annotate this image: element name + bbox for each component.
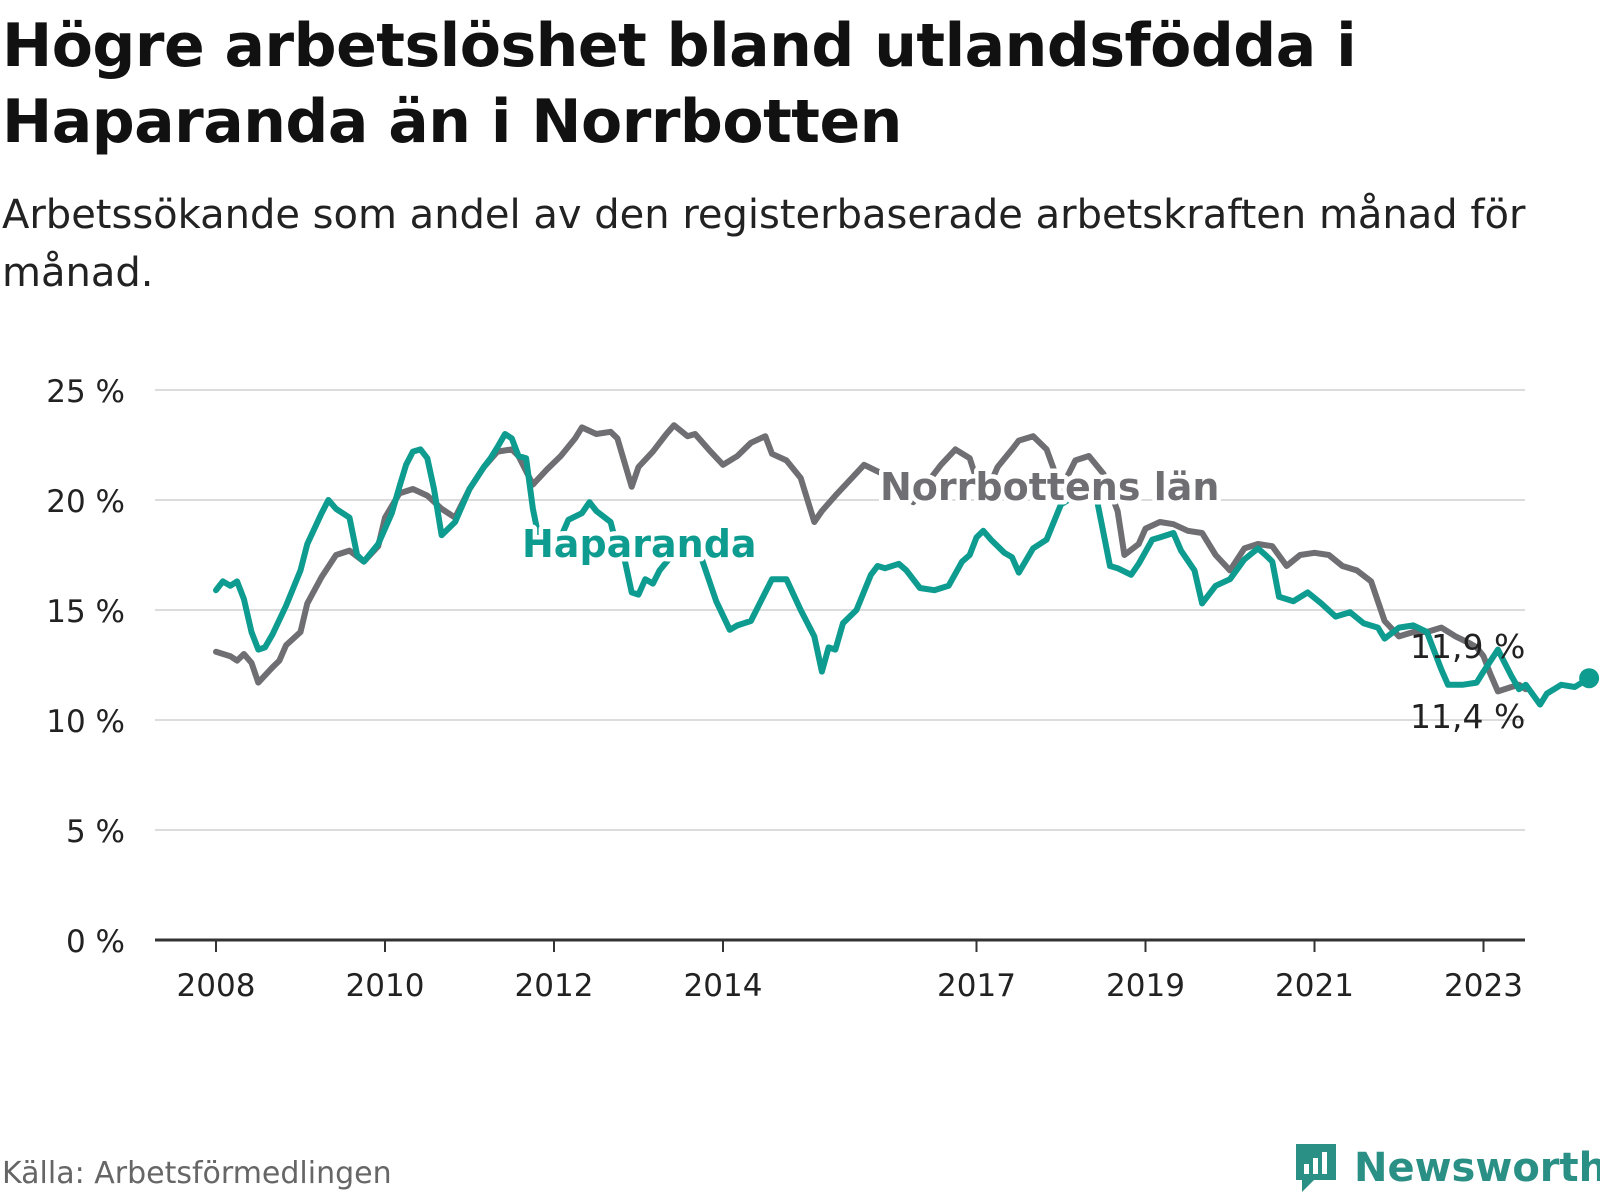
x-tick-label: 2017 (937, 968, 1016, 1004)
y-tick-label: 0 % (66, 924, 125, 960)
x-tick-label: 2019 (1106, 968, 1185, 1004)
end-label-haparanda: 11,9 % (1410, 627, 1525, 666)
y-tick-label: 15 % (46, 594, 125, 630)
y-tick-label: 25 % (46, 374, 125, 410)
line-chart: 0 %5 %10 %15 %20 %25 % 2008 2010 2012 2014 2… (46, 374, 1600, 1004)
newsworthy-logo-icon (1296, 1144, 1336, 1192)
series-labels: Norrbottens län Haparanda 11,9 % 11,4 % (518, 461, 1526, 737)
end-label-norrbottens-lan: 11,4 % (1410, 697, 1525, 736)
brand-name: Newsworthy (1354, 1145, 1600, 1191)
gridlines (155, 389, 1525, 831)
y-axis-ticks: 0 % 5 % 10 % 15 % 20 % 25 % (46, 374, 125, 960)
brand-logo: Newsworthy (1292, 1140, 1600, 1196)
y-tick-label: 10 % (46, 704, 125, 740)
x-tick-label: 2008 (177, 968, 256, 1004)
x-tick-label: 2023 (1444, 968, 1523, 1004)
x-axis-ticks: 2008 2010 2012 2014 2017 2019 2021 2023 (155, 938, 1525, 1004)
chart-subtitle: Arbetssökande som andel av den registerb… (2, 192, 1526, 296)
series-line-norrbottens-lan (213, 422, 1529, 695)
series-label-haparanda: Haparanda (522, 522, 757, 566)
x-tick-label: 2014 (684, 968, 763, 1004)
chart-title: Högre arbetslöshet bland utlandsfödda i … (2, 11, 1357, 157)
y-tick-label: 5 % (66, 814, 125, 850)
x-tick-label: 2012 (515, 968, 594, 1004)
source-note: Källa: Arbetsförmedlingen (2, 1156, 392, 1191)
series-label-norrbottens-lan: Norrbottens län (880, 465, 1219, 509)
haparanda-end-dot (1579, 668, 1600, 689)
series-lines (213, 422, 1600, 708)
y-tick-label: 20 % (46, 484, 125, 520)
x-tick-label: 2021 (1275, 968, 1354, 1004)
x-tick-label: 2010 (346, 968, 425, 1004)
series-line-haparanda (213, 431, 1593, 708)
